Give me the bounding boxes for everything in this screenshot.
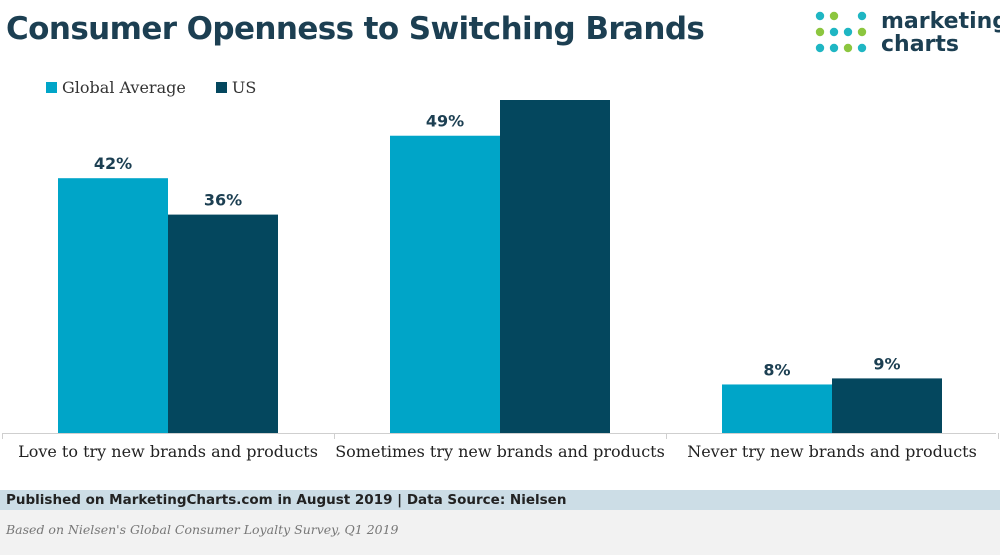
footer-source-band: Published on MarketingCharts.com in Augu… xyxy=(0,490,1000,510)
logo-dot xyxy=(815,11,825,21)
category-label: Love to try new brands and products xyxy=(18,442,318,461)
logo-dot xyxy=(857,43,867,53)
logo-dot xyxy=(829,43,839,53)
data-label: 42% xyxy=(94,154,132,173)
data-label: 49% xyxy=(426,112,464,131)
marketingcharts-logo: marketing charts xyxy=(814,10,1000,62)
data-label: 8% xyxy=(763,360,790,379)
logo-dots-icon xyxy=(815,11,867,53)
legend-label-global: Global Average xyxy=(62,77,186,97)
logo-dot xyxy=(857,11,867,21)
bar-us-2 xyxy=(832,378,942,433)
logo-dot xyxy=(857,27,867,37)
bar-us-1 xyxy=(500,100,610,433)
logo-dot xyxy=(843,43,853,53)
bar-global-1 xyxy=(390,135,500,433)
footer-published-text: Published on MarketingCharts.com in Augu… xyxy=(6,492,567,508)
logo-dot xyxy=(815,43,825,53)
logo-dot xyxy=(843,27,853,37)
bar-global-2 xyxy=(722,384,832,433)
legend-swatch-global xyxy=(46,81,57,93)
data-label: 9% xyxy=(873,354,900,373)
logo-dot xyxy=(829,27,839,37)
logo-text-line1: marketing xyxy=(881,9,1000,34)
footer-note-text: Based on Nielsen's Global Consumer Loyal… xyxy=(6,522,399,537)
bar-us-0 xyxy=(168,214,278,433)
bar-chart: 42% 36% Love to try new brands and product… xyxy=(2,100,999,461)
logo-dot xyxy=(815,27,825,37)
legend-item-global: Global Average xyxy=(46,78,186,97)
data-label: 36% xyxy=(204,191,242,210)
footer-note-band: Based on Nielsen's Global Consumer Loyal… xyxy=(0,510,1000,555)
chart-legend: Global Average US xyxy=(46,76,286,98)
category-label: Sometimes try new brands and products xyxy=(335,442,665,461)
chart-title: Consumer Openness to Switching Brands xyxy=(6,11,705,47)
logo-text-line2: charts xyxy=(881,32,960,57)
legend-swatch-us xyxy=(215,81,227,93)
legend-label-us: US xyxy=(231,77,257,97)
logo-dot xyxy=(829,11,839,21)
category-label: Never try new brands and products xyxy=(687,442,977,461)
legend-item-us: US xyxy=(215,77,257,97)
bar-global-0 xyxy=(58,178,168,433)
